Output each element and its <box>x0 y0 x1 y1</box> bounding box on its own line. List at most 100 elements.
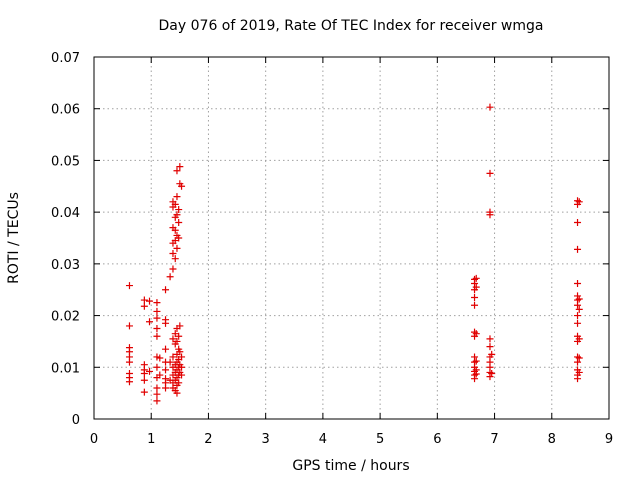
data-point <box>178 371 186 379</box>
data-point <box>169 250 177 258</box>
data-point <box>178 363 186 371</box>
data-point <box>471 301 479 309</box>
x-tick-label: 0 <box>90 432 98 447</box>
data-point <box>472 357 480 365</box>
data-point <box>472 283 480 291</box>
data-point <box>162 384 170 392</box>
data-point <box>486 211 494 219</box>
x-tick-label: 5 <box>376 432 384 447</box>
data-point <box>125 322 133 330</box>
data-point <box>140 376 148 384</box>
x-tick-label: 8 <box>548 432 556 447</box>
data-points <box>125 103 583 405</box>
data-point <box>175 218 183 226</box>
data-point <box>162 286 170 294</box>
y-tick-label: 0.07 <box>51 51 80 66</box>
data-point <box>575 295 583 303</box>
data-point <box>575 198 583 206</box>
data-point <box>140 296 148 304</box>
data-point <box>153 307 161 315</box>
data-point <box>575 305 583 313</box>
y-tick-label: 0.05 <box>51 154 80 169</box>
data-point <box>156 354 164 362</box>
data-point <box>153 384 161 392</box>
data-point <box>171 255 179 263</box>
x-tick-label: 3 <box>262 432 270 447</box>
data-point <box>176 348 184 356</box>
data-point <box>472 330 480 338</box>
data-point <box>175 234 183 242</box>
x-axis-label: GPS time / hours <box>292 458 409 474</box>
plot-frame <box>93 56 610 420</box>
data-point <box>169 353 177 361</box>
data-point <box>176 163 184 171</box>
data-point <box>166 358 174 366</box>
data-point <box>125 358 133 366</box>
data-point <box>574 280 582 288</box>
y-axis-label: ROTI / TECUs <box>6 192 22 284</box>
data-point <box>486 373 494 381</box>
data-point <box>471 280 479 288</box>
data-point <box>173 211 181 219</box>
data-point <box>175 206 183 214</box>
data-point <box>171 226 179 234</box>
data-point <box>486 343 494 351</box>
data-point <box>146 367 154 375</box>
data-point <box>153 363 161 371</box>
data-point <box>176 322 184 330</box>
data-point <box>169 335 177 343</box>
data-point <box>146 318 154 326</box>
data-point <box>175 379 183 387</box>
data-point <box>162 345 170 353</box>
data-point <box>178 182 186 190</box>
data-point <box>140 388 148 396</box>
y-tick-label: 0.03 <box>51 258 80 273</box>
data-point <box>486 103 494 111</box>
data-point <box>173 193 181 201</box>
data-point <box>574 358 582 366</box>
data-point <box>173 389 181 397</box>
data-point <box>574 319 582 327</box>
data-point <box>166 273 174 281</box>
data-point <box>471 375 479 383</box>
data-point <box>153 390 161 398</box>
data-point <box>125 282 133 290</box>
data-point <box>575 368 583 376</box>
data-point <box>471 293 479 301</box>
chart-title: Day 076 of 2019, Rate Of TEC Index for r… <box>159 18 544 34</box>
data-point <box>173 167 181 175</box>
data-point <box>178 353 186 361</box>
data-point <box>153 314 161 322</box>
data-point <box>574 301 582 309</box>
y-tick-label: 0 <box>72 413 80 428</box>
data-point <box>575 335 583 343</box>
data-point <box>162 366 170 374</box>
x-tick-label: 6 <box>433 432 441 447</box>
data-point <box>169 265 177 273</box>
x-tick-label: 2 <box>204 432 212 447</box>
data-point <box>173 244 181 252</box>
data-point <box>574 218 582 226</box>
grid-lines <box>94 57 609 419</box>
data-point <box>574 245 582 253</box>
data-point <box>140 369 148 377</box>
data-point <box>171 200 179 208</box>
data-point <box>486 169 494 177</box>
data-point <box>153 332 161 340</box>
data-point <box>486 335 494 343</box>
y-tick-label: 0.04 <box>51 206 80 221</box>
data-point <box>153 299 161 307</box>
data-point <box>472 370 480 378</box>
axis-ticks: 0 1 2 3 4 5 6 7 8 9 0 0.01 0.02 0.03 0.04 0.05 0.06 0.07 <box>51 51 613 447</box>
data-point <box>175 332 183 340</box>
data-point <box>162 319 170 327</box>
data-point <box>574 312 582 320</box>
data-point <box>488 350 496 358</box>
y-tick-label: 0.01 <box>51 361 80 376</box>
x-tick-label: 9 <box>605 432 613 447</box>
y-tick-label: 0.06 <box>51 103 80 118</box>
x-tick-label: 4 <box>319 432 327 447</box>
data-point <box>156 371 164 379</box>
data-point <box>153 325 161 332</box>
x-tick-label: 7 <box>490 432 498 447</box>
